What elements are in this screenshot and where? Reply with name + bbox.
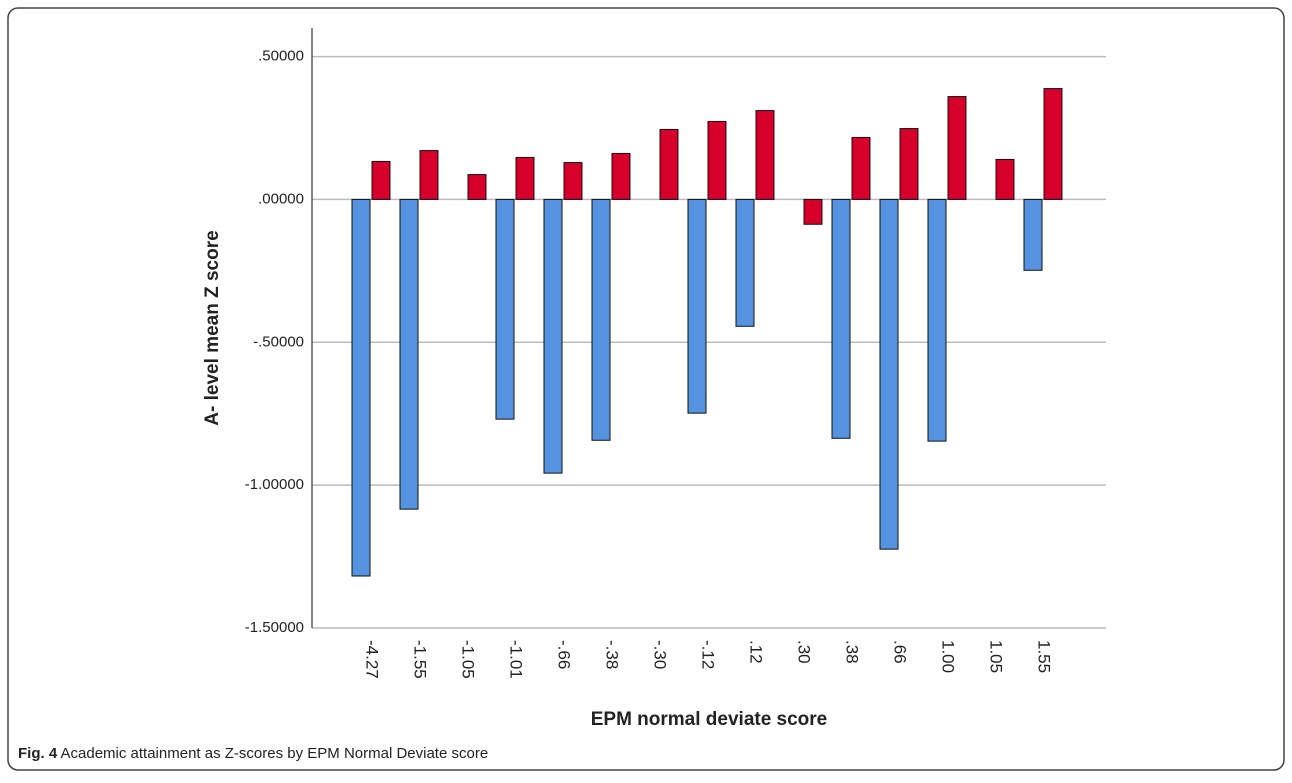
bar — [543, 198, 563, 474]
y-tick-label: .50000 — [258, 48, 304, 65]
bar — [351, 198, 371, 577]
bar — [399, 198, 419, 510]
bar — [611, 152, 631, 200]
x-tick-label: -.12 — [699, 640, 718, 669]
x-tick-label: .38 — [843, 640, 862, 664]
bar — [899, 128, 919, 200]
y-axis-title: A- level mean Z score — [202, 230, 223, 425]
x-tick-label: -1.55 — [411, 640, 430, 679]
y-tick-label: -1.50000 — [245, 619, 304, 636]
x-tick-label: 1.55 — [1035, 640, 1054, 673]
x-tick-label: .66 — [891, 640, 910, 664]
bar — [371, 160, 391, 200]
bar — [563, 162, 583, 200]
bar — [495, 198, 515, 420]
bar — [1043, 88, 1063, 200]
y-tick-label: .00000 — [258, 190, 304, 207]
bar — [947, 96, 967, 200]
x-tick-label: -.38 — [603, 640, 622, 669]
x-tick-label: 1.05 — [987, 640, 1006, 673]
bar — [803, 198, 823, 225]
bar — [831, 198, 851, 439]
caption-label: Fig. 4 — [18, 745, 58, 762]
x-tick-label: -1.05 — [459, 640, 478, 679]
bar — [995, 158, 1015, 200]
x-tick-label: -.66 — [555, 640, 574, 669]
x-tick-label: 1.00 — [939, 640, 958, 673]
bar — [419, 150, 439, 200]
bar — [591, 198, 611, 441]
bar — [515, 156, 535, 200]
x-tick-label: -4.27 — [363, 640, 382, 679]
bar — [659, 128, 679, 200]
bar — [1023, 198, 1043, 271]
x-tick-label: -1.01 — [507, 640, 526, 679]
x-tick-label: .12 — [747, 640, 766, 664]
caption: Fig. 4 Academic attainment as Z-scores b… — [18, 745, 488, 762]
y-tick-label: -.50000 — [253, 333, 304, 350]
figure-border — [7, 7, 1285, 771]
caption-text: Academic attainment as Z-scores by EPM N… — [61, 745, 489, 762]
bar — [851, 136, 871, 200]
x-tick-label: .30 — [795, 640, 814, 664]
bar — [755, 110, 775, 200]
bar — [735, 198, 755, 327]
bar — [879, 198, 899, 550]
bar — [707, 120, 727, 200]
x-tick-label: -.30 — [651, 640, 670, 669]
x-axis-title: EPM normal deviate score — [591, 709, 828, 730]
y-tick-label: -1.00000 — [245, 476, 304, 493]
bar — [467, 174, 487, 200]
bar — [687, 198, 707, 414]
bar — [927, 198, 947, 442]
